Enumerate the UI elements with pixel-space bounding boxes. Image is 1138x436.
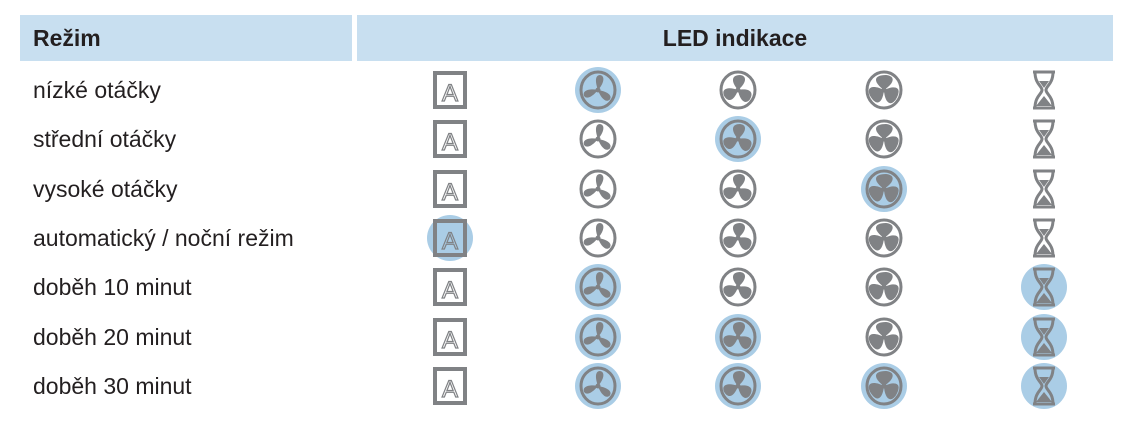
hourglass-icon — [1020, 115, 1068, 163]
table-row: doběh 20 minut A — [0, 312, 1138, 362]
fan-low-icon — [574, 214, 622, 262]
mode-label: doběh 30 minut — [33, 372, 192, 399]
fan-low-icon-lit — [574, 313, 622, 361]
fan-medium-icon — [714, 165, 762, 213]
hourglass-icon — [1020, 66, 1068, 114]
svg-text:A: A — [442, 179, 458, 206]
hourglass-icon — [1020, 214, 1068, 262]
fan-low-icon-lit — [574, 362, 622, 410]
auto-icon: A — [426, 313, 474, 361]
table-row: střední otáčky A — [0, 114, 1138, 164]
svg-text:A: A — [442, 129, 458, 156]
auto-icon: A — [426, 263, 474, 311]
auto-icon: A — [426, 66, 474, 114]
fan-high-icon-lit — [860, 362, 908, 410]
fan-high-icon — [860, 66, 908, 114]
auto-icon: A — [426, 165, 474, 213]
svg-text:A: A — [442, 327, 458, 354]
table-row: nízké otáčky A — [0, 65, 1138, 115]
mode-label: vysoké otáčky — [33, 175, 178, 202]
fan-high-icon — [860, 313, 908, 361]
svg-text:A: A — [442, 80, 458, 107]
table-row: automatický / noční režim A — [0, 213, 1138, 263]
hourglass-icon — [1020, 165, 1068, 213]
fan-high-icon — [860, 214, 908, 262]
fan-medium-icon-lit — [714, 313, 762, 361]
header-mode: Režim — [20, 15, 352, 61]
fan-medium-icon-lit — [714, 362, 762, 410]
hourglass-icon-lit — [1020, 362, 1068, 410]
fan-high-icon — [860, 263, 908, 311]
header-led: LED indikace — [357, 15, 1113, 61]
mode-label: střední otáčky — [33, 126, 177, 153]
fan-high-icon — [860, 115, 908, 163]
table-row: doběh 10 minut A — [0, 262, 1138, 312]
fan-medium-icon — [714, 66, 762, 114]
svg-text:A: A — [442, 277, 458, 304]
mode-label: doběh 10 minut — [33, 274, 192, 301]
mode-label: automatický / noční režim — [33, 224, 294, 251]
fan-low-icon — [574, 115, 622, 163]
fan-medium-icon — [714, 214, 762, 262]
header-mode-label: Režim — [33, 24, 101, 51]
svg-text:A: A — [442, 228, 458, 255]
table-row: vysoké otáčky A — [0, 164, 1138, 214]
auto-icon-lit: A — [426, 214, 474, 262]
auto-icon: A — [426, 115, 474, 163]
fan-medium-icon-lit — [714, 115, 762, 163]
svg-text:A: A — [442, 376, 458, 403]
fan-low-icon-lit — [574, 263, 622, 311]
fan-high-icon-lit — [860, 165, 908, 213]
header-led-label: LED indikace — [662, 24, 808, 51]
fan-low-icon — [574, 165, 622, 213]
mode-label: doběh 20 minut — [33, 323, 192, 350]
auto-icon: A — [426, 362, 474, 410]
fan-medium-icon — [714, 263, 762, 311]
mode-label: nízké otáčky — [33, 77, 161, 103]
table-row: doběh 30 minut A — [0, 361, 1138, 411]
hourglass-icon-lit — [1020, 313, 1068, 361]
fan-low-icon-lit — [574, 66, 622, 114]
hourglass-icon-lit — [1020, 263, 1068, 311]
